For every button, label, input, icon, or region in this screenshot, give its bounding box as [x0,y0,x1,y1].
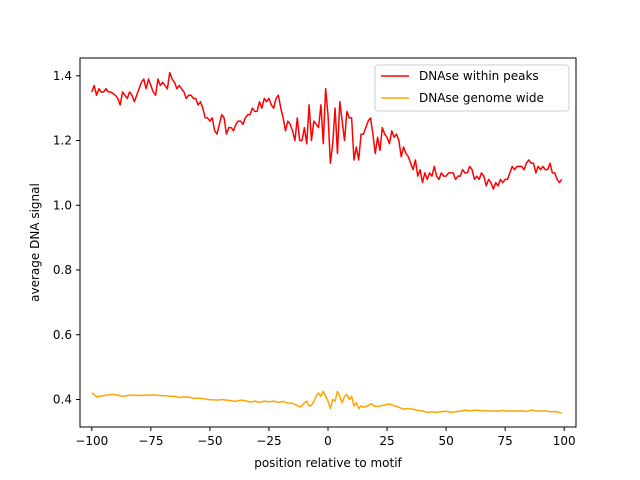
x-tick-label: 75 [498,434,513,448]
y-tick-label: 0.6 [53,328,72,342]
x-tick-label: −25 [256,434,281,448]
x-tick-label: 50 [438,434,453,448]
x-tick-label: 100 [553,434,576,448]
legend-box [374,64,570,112]
y-tick-label: 0.4 [53,392,72,406]
legend-label-2: DNAse genome wide [419,91,544,105]
x-tick-label: −100 [75,434,108,448]
y-tick-label: 1.4 [53,69,72,83]
series-line-1 [91,71,563,190]
y-axis-label: average DNA signal [28,183,42,302]
x-tick-label: 0 [324,434,332,448]
x-axis-label: position relative to motif [254,456,402,470]
series-line-2 [91,390,563,414]
x-tick-label: −50 [197,434,222,448]
y-tick-label: 1.0 [53,198,72,212]
x-axis: −100 −75 −50 −25 0 25 50 75 100 [75,427,576,448]
x-tick-label: 25 [379,434,394,448]
plot-lines [91,71,563,414]
x-tick-label: −75 [138,434,163,448]
y-axis: 0.4 0.6 0.8 1.0 1.2 1.4 [53,69,80,406]
y-tick-label: 0.8 [53,263,72,277]
y-tick-label: 1.2 [53,134,72,148]
legend: DNAse within peaks DNAse genome wide [374,64,570,112]
legend-label-1: DNAse within peaks [419,69,539,83]
